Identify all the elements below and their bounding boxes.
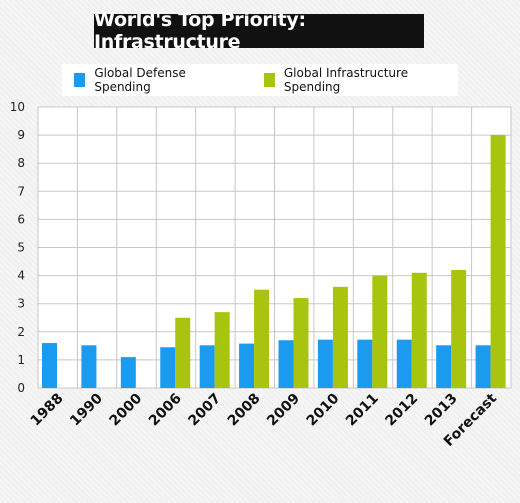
bar-defense-2007 [199, 345, 215, 388]
x-tick-label-1988: 1988 [28, 391, 67, 430]
legend-item-infrastructure: Global Infrastructure Spending [263, 66, 458, 94]
x-tick-label-2010: 2010 [304, 390, 343, 429]
x-tick-label-2012: 2012 [382, 391, 421, 430]
bar-infrastructure-2007 [214, 312, 230, 388]
bar-infrastructure-2011 [372, 275, 388, 388]
legend-label-infrastructure: Global Infrastructure Spending [283, 66, 409, 94]
y-tick-label-7: 7 [17, 184, 25, 198]
bar-defense-2008 [239, 343, 255, 388]
y-tick-label-1: 1 [17, 353, 25, 367]
x-axis-ticks: 1988 1990 2000 2006 2007 2008 2009 2010 2011 2012… [28, 390, 501, 449]
grid [37, 106, 512, 389]
bar-infrastructure-2010 [332, 286, 348, 388]
x-tick-label-2006: 2006 [146, 391, 185, 430]
bar-defense-1988 [42, 343, 57, 388]
chart-legend: Global Defense Spending Global Infrastru… [62, 64, 458, 96]
bars [42, 135, 506, 388]
legend-swatch-infrastructure [263, 73, 275, 87]
bar-infrastructure-2009 [293, 298, 309, 388]
bar-defense-2013 [436, 345, 452, 388]
y-tick-label-3: 3 [17, 297, 25, 311]
bar-defense-2012 [396, 339, 412, 388]
x-tick-label-2007: 2007 [185, 391, 224, 430]
chart-title: World's Top Priority: Infrastructure [94, 9, 424, 53]
bar-defense-Forecast [475, 345, 491, 388]
bar-infrastructure-2006 [175, 317, 191, 388]
y-tick-label-6: 6 [17, 212, 25, 226]
bar-defense-2010 [317, 339, 333, 388]
x-tick-label-2000: 2000 [107, 390, 146, 429]
legend-label-defense: Global Defense Spending [94, 66, 186, 94]
bar-defense-1990 [81, 345, 97, 388]
bar-defense-2006 [160, 347, 176, 388]
y-tick-label-9: 9 [17, 128, 25, 142]
bar-infrastructure-2008 [254, 289, 270, 388]
x-tick-label-2009: 2009 [264, 391, 303, 430]
bar-defense-2009 [278, 340, 294, 388]
y-tick-label-0: 0 [17, 381, 25, 395]
x-tick-label-2011: 2011 [343, 391, 382, 430]
y-tick-label-4: 4 [17, 269, 25, 283]
x-tick-label-2008: 2008 [225, 391, 264, 430]
legend-swatch-defense [74, 73, 86, 87]
bar-defense-2000 [120, 357, 136, 388]
y-tick-label-2: 2 [17, 325, 25, 339]
y-tick-label-10: 10 [10, 100, 25, 114]
y-axis-ticks: 0 1 2 3 4 5 6 7 8 9 10 [10, 100, 25, 395]
bar-infrastructure-2012 [411, 272, 427, 388]
bar-infrastructure-2013 [451, 269, 467, 388]
x-tick-label-1990: 1990 [67, 390, 106, 429]
y-tick-label-8: 8 [17, 156, 25, 170]
bar-infrastructure-Forecast [490, 135, 506, 388]
legend-item-defense: Global Defense Spending [74, 66, 238, 94]
y-tick-label-5: 5 [17, 241, 25, 255]
bar-defense-2011 [357, 339, 373, 388]
